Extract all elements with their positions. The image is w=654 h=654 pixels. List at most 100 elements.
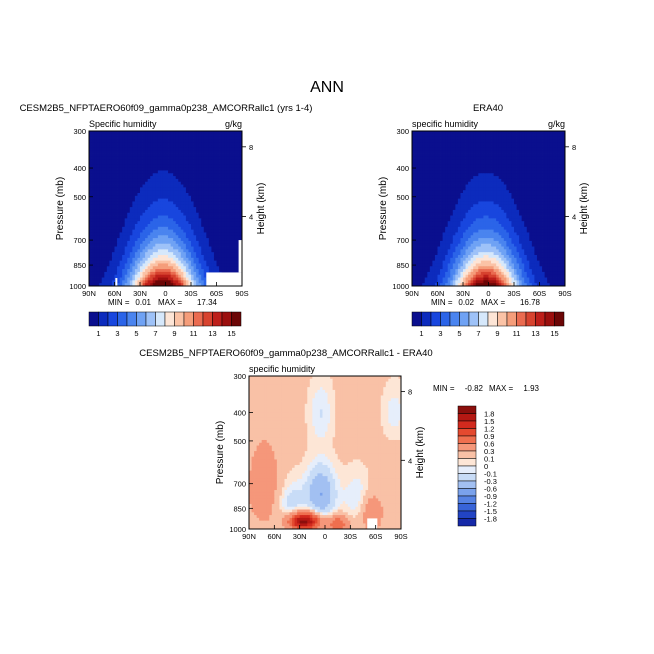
field-cell [106,187,110,191]
field-cell [457,150,461,154]
field-cell [145,260,149,264]
field-cell [465,150,469,154]
field-cell [119,240,123,245]
field-cell [229,212,233,216]
field-cell [470,173,474,177]
field-cell [193,173,197,177]
y-tick-label: 1000 [69,282,86,291]
field-cell [104,215,108,219]
field-cell [160,167,164,171]
colorbar-box [107,311,118,327]
field-cell [89,178,92,183]
field-cell [147,209,151,214]
field-cell [226,133,230,138]
field-cell [109,226,113,231]
field-cell [414,136,418,140]
field-cell [221,133,225,138]
field-cell [117,274,120,278]
field-cell [193,215,197,219]
field-cell [531,164,535,169]
field-cell [206,226,210,231]
field-cell [219,269,222,273]
field-cell [132,283,136,286]
field-cell [168,232,171,236]
field-cell [173,224,177,228]
field-cell [557,184,561,188]
field-cell [450,145,454,149]
field-cell [183,150,187,154]
field-cell [552,201,556,205]
field-cell [111,195,115,200]
field-cell [134,164,138,169]
field-cell [188,176,192,180]
field-cell [468,195,472,200]
field-cell [188,136,192,140]
field-cell [491,150,494,154]
field-cell [440,162,443,166]
field-cell [488,198,492,202]
field-cell [89,167,92,171]
field-cell [183,280,187,284]
field-cell [101,170,105,174]
field-cell [226,232,230,236]
field-cell [213,252,217,256]
field-cell [226,156,230,160]
field-cell [170,260,174,264]
field-cell [552,156,556,160]
field-cell [155,145,159,149]
field-cell [203,204,207,208]
field-cell [134,252,138,256]
field-cell [542,136,545,140]
field-cell [119,218,123,222]
field-cell [155,240,159,245]
field-cell [536,181,540,185]
field-cell [460,139,464,143]
field-cell [547,133,551,138]
field-cell [89,201,92,205]
field-cell [147,195,151,200]
field-cell [104,252,108,256]
field-cell [185,229,189,233]
field-cell [544,187,548,191]
field-cell [562,178,565,183]
field-cell [440,201,443,205]
field-cell [419,193,423,197]
field-cell [89,224,92,228]
field-cell [544,184,548,188]
field-cell [191,145,194,149]
field-cell [188,204,192,208]
field-cell [488,147,492,152]
field-cell [559,201,563,205]
field-cell [132,193,136,197]
field-cell [229,167,233,171]
field-cell [468,142,472,146]
field-cell [478,131,482,135]
field-cell [201,145,205,149]
field-cell [432,159,436,163]
field-cell [129,229,133,233]
field-cell [150,269,154,273]
field-cell [542,131,545,135]
field-cell [175,139,179,143]
field-cell [140,252,143,256]
field-cell [503,142,507,146]
field-cell [206,131,210,135]
field-cell [442,145,446,149]
field-cell [94,246,98,250]
field-cell [506,201,510,205]
field-cell [203,277,207,281]
field-cell [239,142,242,146]
field-cell [455,173,459,177]
field-cell [427,187,431,191]
field-cell [412,198,415,202]
field-cell [417,142,421,146]
field-cell [457,178,461,183]
field-cell [562,201,565,205]
field-cell [229,246,233,250]
field-cell [442,201,446,205]
field-cell [101,235,105,239]
field-cell [140,159,143,163]
field-cell [412,178,415,183]
field-cell [89,162,92,166]
field-cell [488,195,492,200]
